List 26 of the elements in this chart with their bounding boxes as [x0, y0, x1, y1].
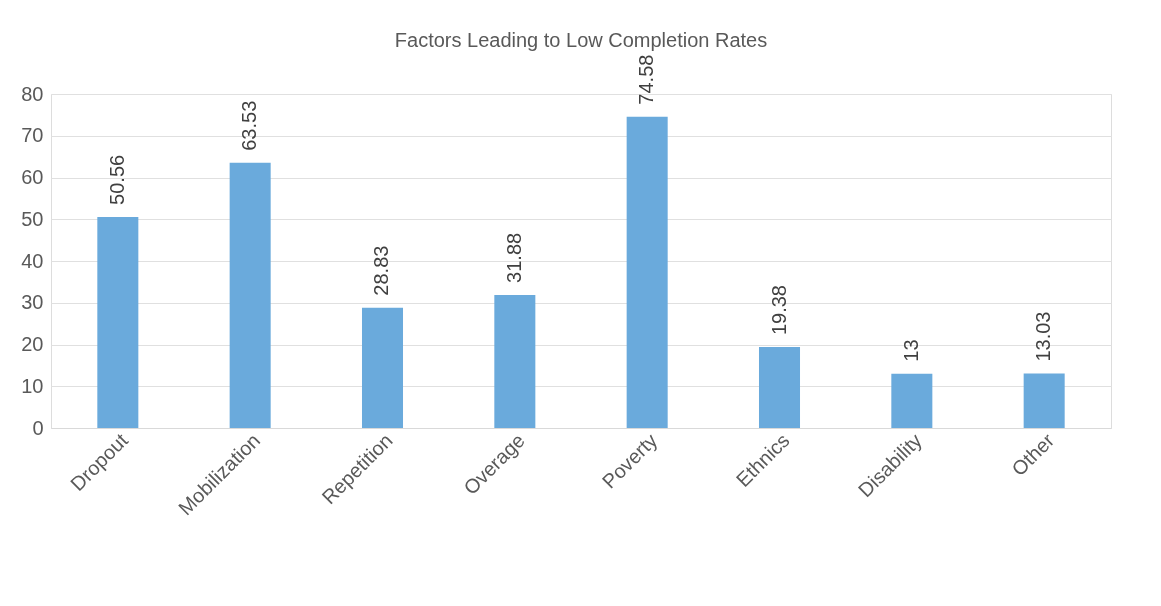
data-label: 74.58	[635, 54, 658, 105]
bar	[97, 216, 139, 428]
data-label: 31.88	[502, 232, 525, 283]
y-tick-label: 20	[21, 333, 44, 355]
y-tick-label: 60	[21, 166, 44, 188]
data-label: 13.03	[1032, 311, 1055, 362]
bar	[361, 307, 404, 428]
bar	[494, 294, 536, 428]
data-label: 19.38	[767, 285, 790, 336]
bar	[891, 373, 933, 428]
data-label: 13	[899, 339, 922, 362]
y-tick-label: 70	[21, 124, 44, 147]
bar	[758, 347, 801, 428]
y-tick-label: 50	[21, 207, 44, 230]
chart-title: Factors Leading to Low Completion Rates	[394, 28, 768, 51]
bar	[626, 116, 668, 428]
y-tick-label: 80	[21, 82, 44, 105]
bar	[229, 162, 271, 428]
data-label: 28.83	[370, 245, 393, 296]
y-tick-label: 30	[21, 291, 44, 314]
data-label: 50.56	[105, 154, 128, 205]
y-tick-label: 40	[21, 249, 44, 272]
y-tick-label: 10	[21, 374, 44, 397]
y-tick-label: 0	[32, 416, 44, 439]
data-label: 63.53	[238, 100, 261, 151]
bar	[1023, 373, 1065, 428]
